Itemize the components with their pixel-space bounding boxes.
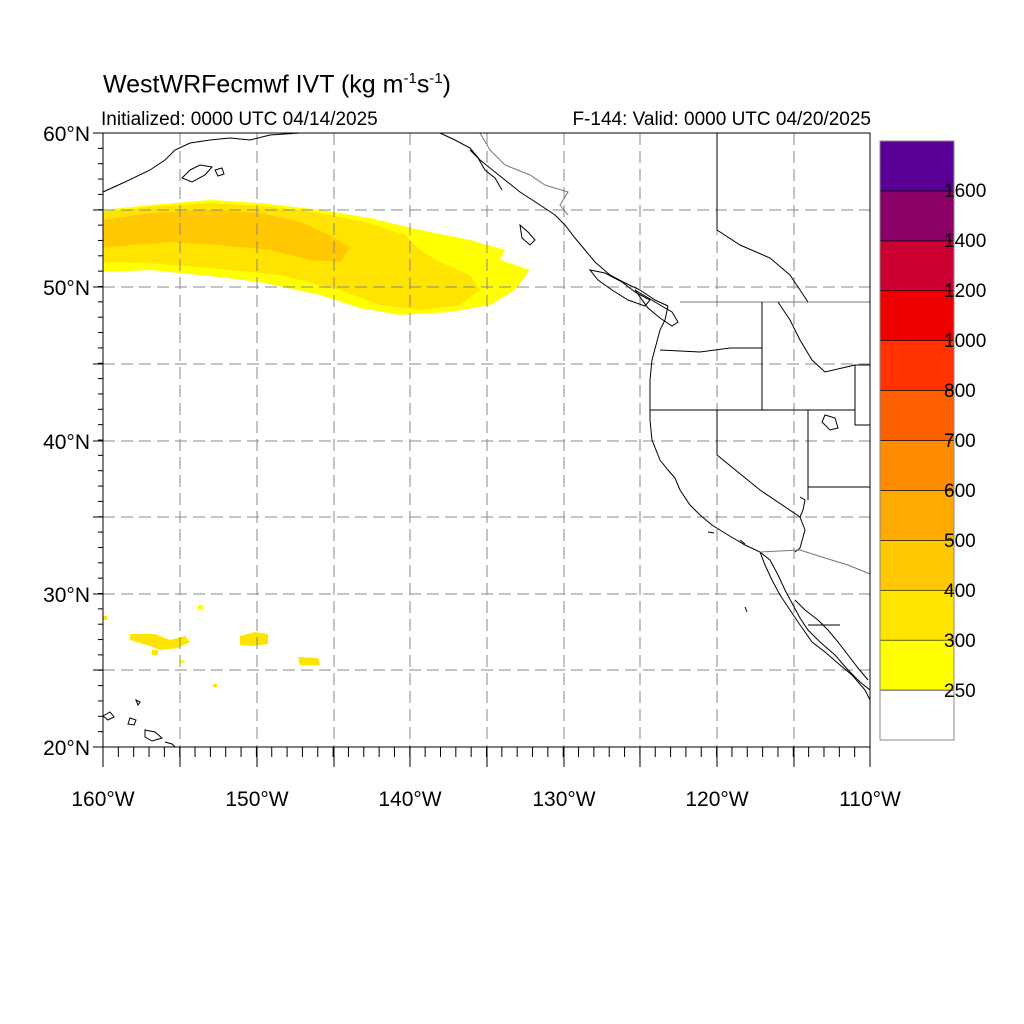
lon-label-160: 160°W (71, 788, 134, 811)
colorbar-label-1000: 1000 (944, 331, 986, 352)
lon-label-120: 120°W (685, 788, 748, 811)
lon-label-150: 150°W (225, 788, 288, 811)
colorbar-segment (879, 440, 955, 491)
us-west-coast (649, 305, 871, 691)
lon-label-130: 130°W (532, 788, 595, 811)
colorbar-label-800: 800 (944, 381, 976, 402)
colorbar-label-1200: 1200 (944, 281, 986, 302)
lat-label-30: 30°N (43, 584, 90, 607)
alaska-coast (102, 132, 301, 193)
ivt-shading (103, 200, 530, 687)
lat-labels: 60°N 50°N 40°N 30°N 20°N (43, 123, 90, 760)
colorbar-label-250: 250 (944, 681, 976, 702)
lat-label-60: 60°N (43, 123, 90, 146)
colorbar-label-1400: 1400 (944, 231, 986, 252)
map-title: WestWRFecmwf IVT (kg m-1s-1) (103, 70, 451, 99)
ivt-plume-400 (103, 210, 350, 262)
ivt-hawaii-1 (130, 634, 190, 650)
initialized-time: Initialized: 0000 UTC 04/14/2025 (101, 109, 378, 130)
colorbar-label-500: 500 (944, 531, 976, 552)
colorbar-segment (879, 490, 955, 541)
ivt-hawaii-3 (298, 657, 320, 665)
colorbar-label-1600: 1600 (944, 181, 986, 202)
lon-labels: 160°W 150°W 140°W 130°W 120°W 110°W (71, 788, 901, 811)
lat-label-20: 20°N (43, 737, 90, 760)
minor-ticks (98, 132, 871, 757)
lat-label-40: 40°N (43, 431, 90, 454)
colorbar-segment (879, 589, 955, 641)
colorbar-segment (879, 190, 955, 242)
colorbar-segment (879, 140, 955, 192)
colorbar-segment (879, 290, 955, 341)
colorbar-segment (879, 639, 955, 691)
colorbar-segment (879, 390, 955, 441)
colorbar-labels: 250 300 400 500 600 700 800 1000 1200 14… (944, 181, 986, 702)
colorbar-segment (879, 540, 955, 591)
valid-time: F-144: Valid: 0000 UTC 04/20/2025 (572, 109, 871, 130)
gridlines (103, 133, 870, 747)
colorbar-label-300: 300 (944, 631, 976, 652)
coastlines (102, 132, 871, 748)
lon-label-140: 140°W (378, 788, 441, 811)
colorbar-label-600: 600 (944, 481, 976, 502)
lon-label-110: 110°W (839, 788, 901, 811)
baja-california (759, 551, 871, 701)
colorbar (879, 140, 955, 741)
ivt-hawaii-2 (240, 632, 268, 646)
colorbar-frame (879, 140, 955, 741)
colorbar-label-400: 400 (944, 581, 976, 602)
colorbar-segment (879, 340, 955, 391)
political-borders (650, 133, 871, 626)
colorbar-segment (879, 689, 955, 741)
colorbar-segment (879, 240, 955, 292)
colorbar-label-700: 700 (944, 431, 976, 452)
lat-label-50: 50°N (43, 277, 90, 300)
